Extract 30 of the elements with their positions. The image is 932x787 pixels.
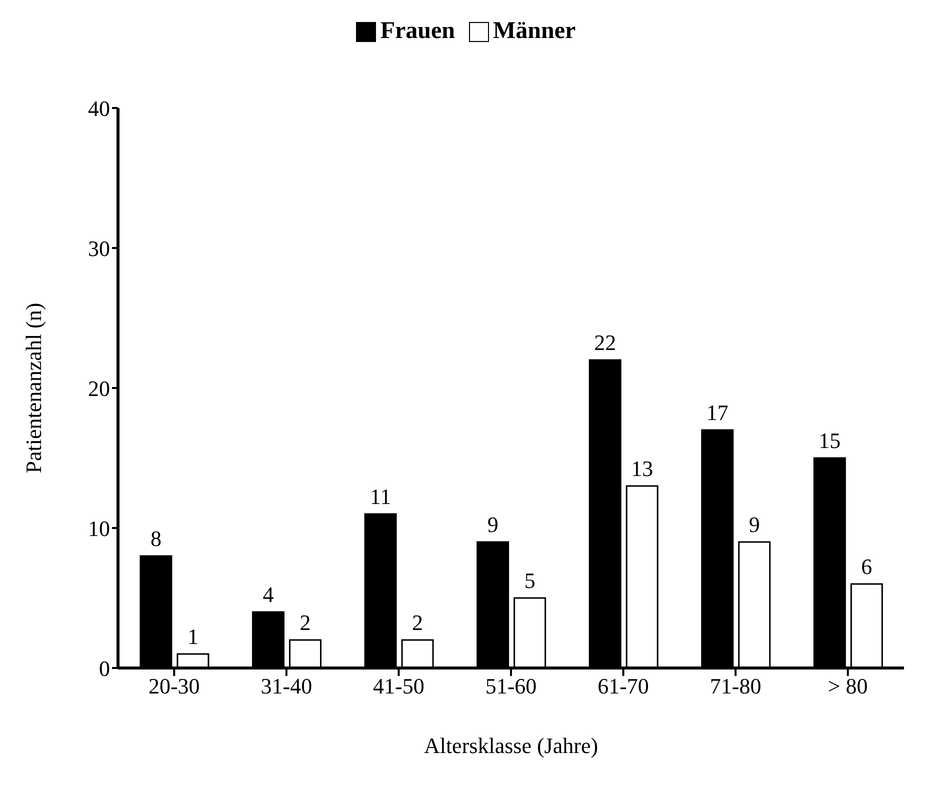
data-label: 17 — [706, 400, 728, 425]
legend-label: Männer — [493, 18, 576, 45]
data-label: 2 — [300, 610, 311, 635]
x-tick-label: 71-80 — [710, 674, 762, 699]
y-axis-title: Patientenanzahl (n) — [20, 302, 46, 474]
x-tick-label: > 80 — [828, 674, 868, 699]
data-label: 15 — [818, 428, 841, 453]
y-tick-label: 0 — [99, 656, 110, 681]
legend-label: Frauen — [380, 18, 455, 45]
y-tick-label: 20 — [88, 376, 110, 401]
x-tick-label: 61-70 — [598, 674, 649, 699]
data-label: 5 — [524, 568, 536, 593]
data-label: 8 — [150, 526, 162, 551]
data-label: 13 — [631, 456, 654, 481]
data-label: 9 — [748, 512, 760, 537]
x-axis-title: Altersklasse (Jahre) — [424, 733, 598, 758]
data-label: 4 — [262, 582, 274, 607]
data-label: 11 — [370, 484, 392, 509]
data-label: 6 — [861, 554, 872, 579]
x-tick-label: 31-40 — [260, 674, 312, 699]
x-tick-label: 51-60 — [485, 674, 537, 699]
data-label: 1 — [187, 624, 198, 649]
y-tick-label: 10 — [88, 516, 110, 541]
y-tick-label: 40 — [88, 96, 110, 121]
data-label: 9 — [487, 512, 498, 537]
data-label: 2 — [412, 610, 424, 635]
y-tick-label: 30 — [88, 236, 110, 261]
x-tick-label: 41-50 — [373, 674, 424, 699]
data-label: 22 — [594, 330, 616, 355]
x-tick-label: 20-30 — [148, 674, 200, 699]
